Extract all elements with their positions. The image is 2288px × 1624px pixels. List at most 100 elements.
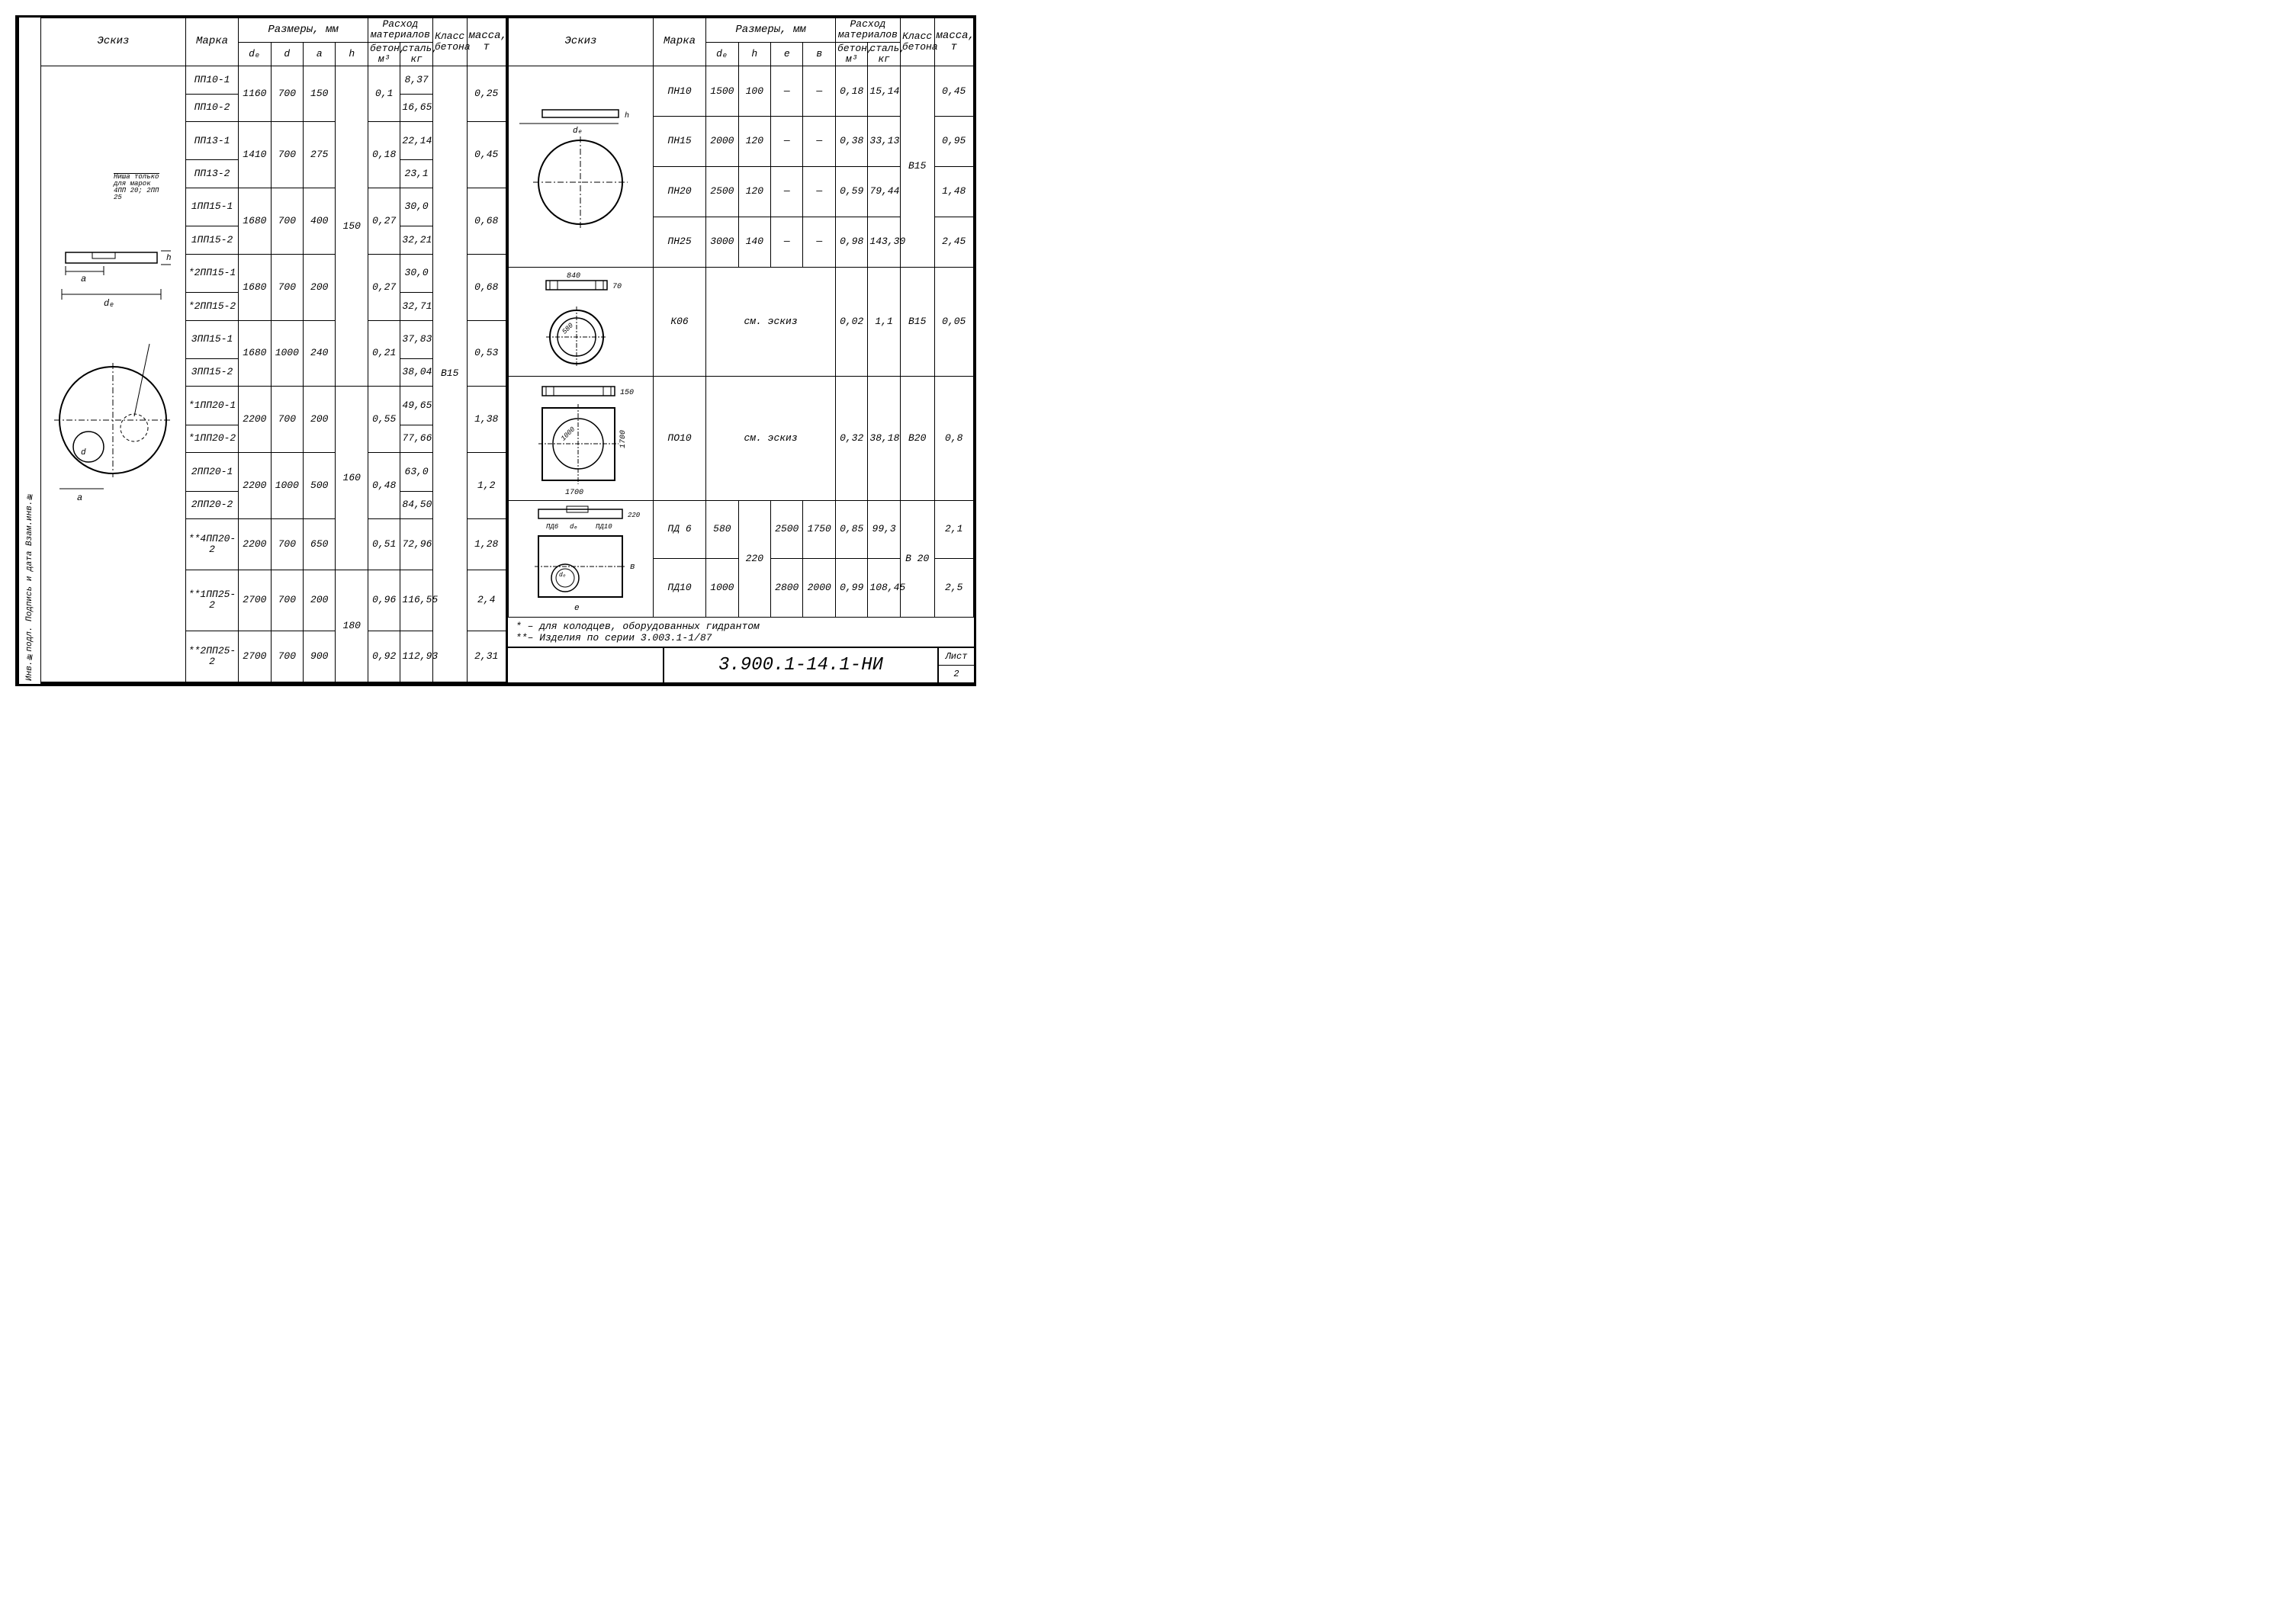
cell: 143,30 [868, 217, 900, 267]
cell: — [803, 167, 836, 217]
cell: 30,0 [400, 254, 432, 292]
cell: 1ПП15-1 [185, 188, 238, 226]
hdr-e-r: e [771, 42, 803, 66]
cell: 3ПП15-2 [185, 358, 238, 386]
cell: 8,37 [400, 66, 432, 94]
cell: 400 [304, 188, 336, 254]
svg-text:ПД6: ПД6 [546, 523, 559, 531]
cell: 700 [271, 188, 303, 254]
cell: 22,14 [400, 122, 432, 160]
svg-text:220: 220 [628, 512, 641, 519]
footnote-1: * – для колодцев, оборудованных гидранто… [516, 621, 966, 632]
cell: 140 [738, 217, 770, 267]
svg-text:dₑ: dₑ [104, 298, 114, 309]
right-eskiz: h dₑ [509, 66, 654, 268]
hdr-massa: масса, т [467, 18, 506, 66]
content-area: Эскиз Марка Размеры, мм Расход материало… [40, 18, 974, 684]
svg-text:dₑ: dₑ [559, 572, 567, 579]
cell: — [771, 117, 803, 167]
cell: 0,45 [467, 122, 506, 188]
cell: 0,21 [368, 320, 400, 387]
cell: 2700 [239, 570, 271, 631]
hdr-de-r: dₑ [706, 42, 738, 66]
hdr-d: d [271, 42, 303, 66]
drawing-sheet: Инв.№подл. Подпись и дата Взам.инв.№ Эск… [15, 15, 976, 686]
cell: — [771, 66, 803, 117]
cell: В 20 [900, 500, 934, 617]
cell: ПП10-1 [185, 66, 238, 94]
cell: ПП10-2 [185, 94, 238, 121]
hdr-de: dₑ [239, 42, 271, 66]
cell: 99,3 [868, 500, 900, 559]
cell: 0,18 [368, 122, 400, 188]
cell: 1160 [239, 66, 271, 122]
cell: ПН15 [653, 117, 705, 167]
cell: 0,96 [368, 570, 400, 631]
cell: ПН25 [653, 217, 705, 267]
svg-text:dₑ: dₑ [570, 523, 578, 531]
cell: 0,95 [934, 117, 973, 167]
cell: 220 [738, 500, 770, 617]
cell: 650 [304, 519, 336, 570]
cell: *1ПП20-2 [185, 425, 238, 452]
cell: 1ПП15-2 [185, 226, 238, 254]
hdr-klass: Класс бетона [432, 18, 467, 66]
cell: 2,5 [934, 559, 973, 618]
cell: 700 [271, 387, 303, 453]
cell: 84,50 [400, 491, 432, 518]
cell: 0,8 [934, 376, 973, 500]
left-half: Эскиз Марка Размеры, мм Расход материало… [40, 18, 508, 682]
cell: 1750 [803, 500, 836, 559]
cell: — [803, 217, 836, 267]
footnotes: * – для колодцев, оборудованных гидранто… [508, 618, 974, 648]
cell: 3ПП15-1 [185, 320, 238, 358]
svg-text:70: 70 [612, 283, 622, 291]
cell: 2,4 [467, 570, 506, 631]
cell: 1680 [239, 254, 271, 320]
cell: К06 [653, 267, 705, 376]
right-eskiz: 840 70 580 [509, 267, 654, 376]
cell: 120 [738, 167, 770, 217]
svg-text:h: h [625, 111, 629, 120]
svg-text:1000: 1000 [560, 425, 577, 443]
hdr-rashod-r: Расход материалов [835, 18, 900, 43]
cell: 79,44 [868, 167, 900, 217]
cell: 37,83 [400, 320, 432, 358]
cell: 30,0 [400, 188, 432, 226]
cell: 32,21 [400, 226, 432, 254]
cell: *1ПП20-1 [185, 387, 238, 425]
cell: В15 [900, 267, 934, 376]
cell: 2200 [239, 387, 271, 453]
cell: см. эскиз [706, 376, 836, 500]
hdr-rashod: Расход материалов [368, 18, 432, 43]
cell: 3000 [706, 217, 738, 267]
cell: — [803, 117, 836, 167]
cell: 0,99 [835, 559, 867, 618]
side-stamp: Инв.№подл. Подпись и дата Взам.инв.№ [18, 18, 40, 684]
drawing-number: 3.900.1-14.1-НИ [664, 648, 939, 682]
left-table: Эскиз Марка Размеры, мм Расход материало… [40, 18, 506, 682]
cell: 2500 [771, 500, 803, 559]
cell: 200 [304, 254, 336, 320]
cell: 1500 [706, 66, 738, 117]
cell: — [771, 167, 803, 217]
right-half: Эскиз Марка Размеры, мм Расход материало… [508, 18, 974, 682]
cell: 72,96 [400, 519, 432, 570]
cell: 0,05 [934, 267, 973, 376]
hdr-stal-r: сталь, кг [868, 42, 900, 66]
svg-text:1700: 1700 [565, 489, 583, 497]
cell: 500 [304, 453, 336, 519]
svg-text:h: h [166, 254, 172, 263]
cell: 0,32 [835, 376, 867, 500]
cell: 0,51 [368, 519, 400, 570]
cell: 2ПП20-1 [185, 453, 238, 491]
cell: 2,1 [934, 500, 973, 559]
cell: 15,14 [868, 66, 900, 117]
cell: 240 [304, 320, 336, 387]
hdr-stal: сталь, кг [400, 42, 432, 66]
sheet-label: Лист [939, 648, 974, 666]
svg-text:dₑ: dₑ [573, 127, 583, 136]
hdr-h: h [336, 42, 368, 66]
right-eskiz: 150 1000 1700 1700 [509, 376, 654, 500]
right-eskiz: 220 ПД6 dₑ ПД10 dₑ e в [509, 500, 654, 617]
